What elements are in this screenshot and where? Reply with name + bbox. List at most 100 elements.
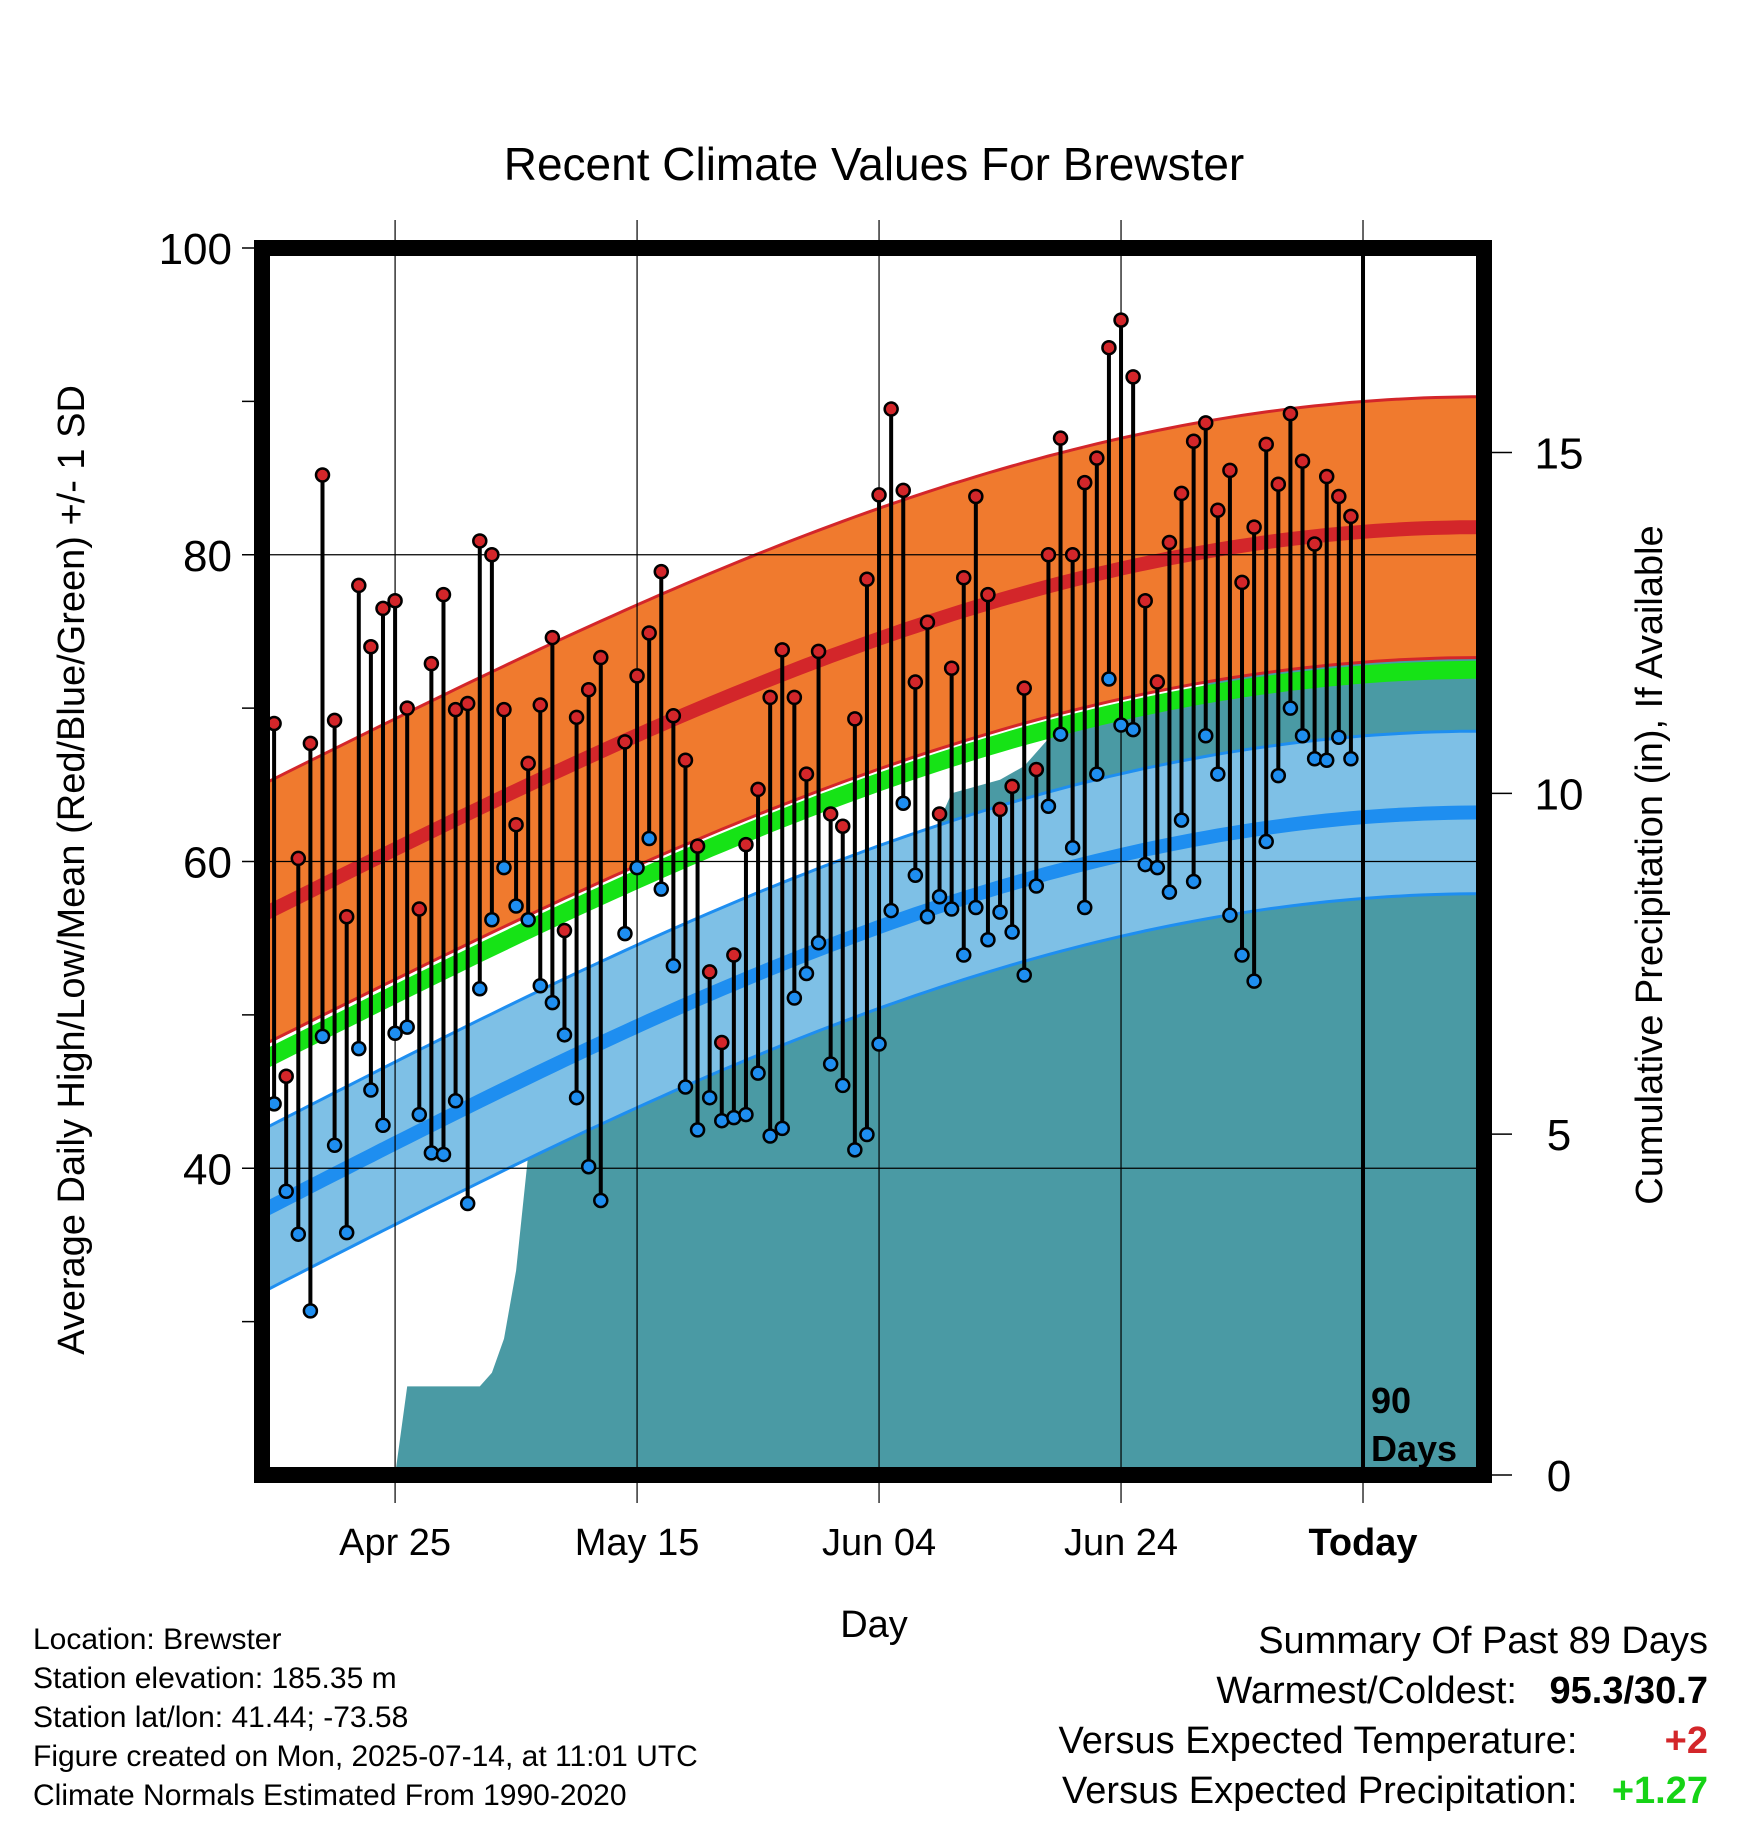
daily-low-point: [556, 1027, 573, 1043]
daily-high-point: [1113, 312, 1129, 328]
daily-high-point: [399, 700, 415, 716]
summary-title: Summary Of Past 89 Days: [1258, 1620, 1708, 1662]
daily-high-point: [278, 1068, 294, 1084]
y-axis-label-right: Cumulative Precipitation (in), If Availa…: [1629, 525, 1671, 1204]
daily-high-point: [919, 614, 936, 630]
daily-low-point: [544, 994, 561, 1011]
daily-high-point: [580, 681, 597, 698]
daily-high-point: [822, 806, 839, 822]
daily-high-point: [726, 947, 742, 963]
daily-high-point: [714, 1034, 730, 1051]
daily-low-point: [1234, 947, 1250, 963]
daily-high-point: [1173, 485, 1190, 502]
daily-high-point: [955, 570, 972, 586]
x-tick-label: Today: [1308, 1522, 1417, 1564]
daily-low-point: [774, 1120, 791, 1137]
daily-high-point: [1318, 468, 1335, 485]
daily-high-point: [1016, 680, 1032, 696]
daily-low-point: [1101, 671, 1117, 687]
daily-low-point: [314, 1028, 331, 1045]
created-text: Figure created on Mon, 2025-07-14, at 11…: [33, 1740, 698, 1773]
daily-low-point: [435, 1146, 452, 1163]
daily-low-point: [701, 1089, 718, 1106]
daily-low-point: [1222, 907, 1238, 923]
daily-high-point: [1185, 433, 1202, 450]
daily-high-point: [738, 836, 754, 853]
daily-low-point: [955, 947, 972, 963]
y-tick-label-right: 15: [1535, 430, 1584, 479]
daily-high-point: [810, 643, 827, 660]
daily-low-point: [871, 1036, 887, 1052]
warm-cold-value: 95.3/30.7: [1549, 1670, 1708, 1712]
summary-warm-cold: Warmest/Coldest: 95.3/30.7: [1059, 1666, 1708, 1716]
y-tick-label-left: 80: [183, 532, 232, 581]
daily-high-point: [1294, 453, 1311, 469]
daily-low-point: [338, 1224, 355, 1241]
daily-low-point: [1064, 839, 1081, 856]
daily-low-point: [1197, 727, 1214, 744]
daily-low-point: [593, 1192, 609, 1209]
daily-high-point: [375, 600, 391, 617]
daily-low-point: [1173, 812, 1190, 828]
daily-low-point: [980, 931, 996, 948]
daily-high-point: [1089, 450, 1105, 466]
daily-high-point: [871, 487, 887, 503]
daily-high-point: [617, 734, 633, 750]
daily-high-point: [1210, 502, 1226, 519]
station-metadata: Location: Brewster Station elevation: 18…: [33, 1620, 698, 1815]
daily-high-point: [943, 660, 960, 676]
daily-low-point: [835, 1077, 851, 1094]
daily-high-point: [895, 482, 911, 499]
daily-high-point: [1040, 547, 1057, 563]
daily-low-point: [399, 1019, 415, 1035]
summary-panel: Summary Of Past 89 Days Warmest/Coldest:…: [1059, 1616, 1708, 1816]
daily-high-point: [423, 655, 440, 672]
daily-low-point: [1246, 973, 1262, 989]
daily-low-point: [1343, 750, 1359, 767]
chart-title: Recent Climate Values For Brewster: [504, 138, 1245, 190]
daily-low-point: [484, 912, 500, 928]
daily-high-point: [1101, 339, 1117, 356]
daily-low-point: [931, 889, 948, 905]
location-text: Location: Brewster: [33, 1623, 282, 1656]
daily-low-point: [1294, 727, 1311, 744]
daily-low-point: [1149, 859, 1166, 876]
daily-high-point: [387, 593, 403, 609]
x-tick-label: Apr 25: [339, 1522, 451, 1564]
daily-low-point: [822, 1056, 839, 1072]
daily-high-point: [1282, 405, 1299, 422]
daily-low-point: [472, 981, 488, 997]
daily-high-point: [1028, 761, 1045, 778]
daily-high-point: [1270, 476, 1287, 492]
daily-low-point: [1125, 721, 1141, 738]
daily-high-point: [1137, 593, 1153, 609]
warm-cold-label: Warmest/Coldest:: [1216, 1670, 1517, 1712]
daily-high-point: [1004, 778, 1020, 795]
daily-low-point: [520, 912, 536, 928]
high-band-upper-edge: [262, 395, 1484, 787]
daily-low-point: [375, 1117, 391, 1134]
today-days-label: Days: [1371, 1428, 1457, 1469]
daily-high-point: [835, 818, 851, 834]
daily-high-point: [459, 695, 476, 712]
daily-low-point: [1052, 726, 1069, 742]
daily-high-point: [907, 674, 924, 690]
daily-high-point: [1161, 534, 1178, 551]
daily-low-point: [290, 1226, 307, 1242]
x-tick-label: Jun 04: [822, 1522, 936, 1564]
daily-low-point: [387, 1025, 403, 1042]
daily-low-point: [1210, 766, 1226, 782]
daily-high-point: [1246, 519, 1262, 535]
daily-high-point: [1306, 536, 1323, 552]
y-axis-label-left: Average Daily High/Low/Mean (Red/Blue/Gr…: [51, 385, 93, 1355]
daily-low-point: [629, 859, 645, 876]
daily-low-point: [786, 990, 803, 1006]
daily-high-point: [363, 639, 379, 655]
daily-high-point: [1064, 547, 1081, 563]
normals-text: Climate Normals Estimated From 1990-2020: [33, 1779, 627, 1812]
daily-high-point: [1234, 574, 1250, 591]
x-tick-label: Jun 24: [1064, 1522, 1178, 1564]
y-tick-label-left: 60: [183, 839, 232, 888]
daily-high-point: [1052, 430, 1069, 446]
daily-low-point: [798, 965, 815, 982]
